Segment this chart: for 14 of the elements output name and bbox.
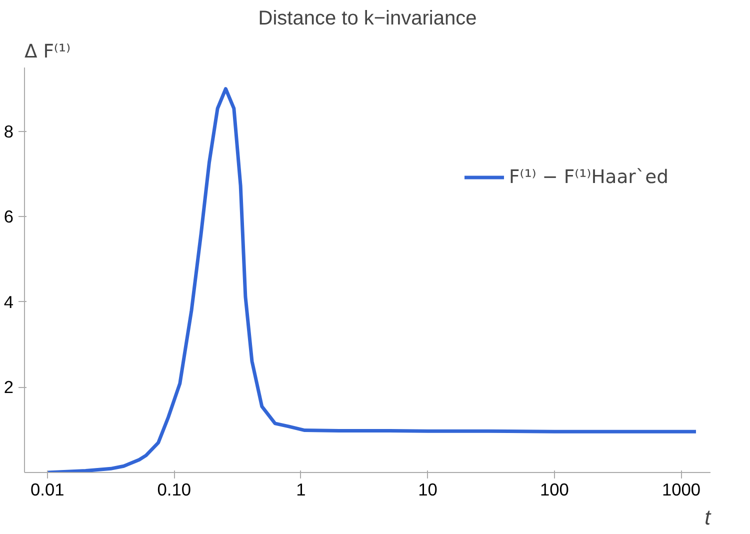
x-tick-label: 1 (296, 480, 306, 500)
legend-label: F⁽¹⁾ − F⁽¹⁾Haar`ed (509, 166, 668, 188)
y-tick-label: 2 (4, 377, 14, 398)
x-tick-label: 1000 (662, 480, 701, 500)
x-tick-label: 100 (540, 480, 569, 500)
y-tick-label: 4 (4, 292, 14, 312)
y-tick-label: 6 (4, 206, 14, 227)
x-tick-label: 0.10 (157, 480, 192, 500)
x-tick-label: 0.01 (30, 480, 64, 500)
x-tick-label: 10 (418, 480, 438, 500)
chart-title: Distance to k−invariance (258, 8, 477, 30)
x-axis-title: t (704, 506, 712, 530)
y-axis-title: Δ F⁽¹⁾ (24, 42, 71, 62)
y-tick-label: 8 (4, 121, 14, 142)
